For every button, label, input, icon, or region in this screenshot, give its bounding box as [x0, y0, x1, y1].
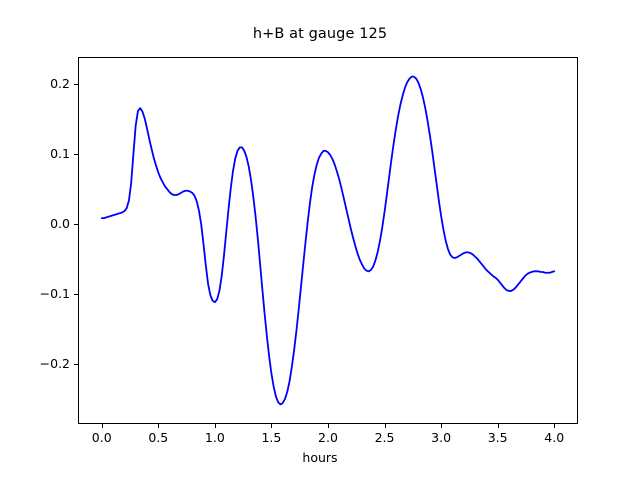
y-tick-mark: [74, 293, 78, 295]
x-tick-mark: [554, 424, 556, 428]
chart-title: h+B at gauge 125: [252, 26, 388, 42]
x-tick-label: 3.0: [431, 430, 452, 445]
x-tick-mark: [271, 424, 273, 428]
x-tick-label: 0.5: [148, 430, 169, 445]
x-tick-mark: [214, 424, 216, 428]
x-tick-label: 2.0: [318, 430, 338, 445]
x-tick-label: 0.0: [91, 430, 112, 445]
y-tick-mark: [74, 363, 78, 365]
y-tick-label: −0.1: [39, 285, 70, 301]
x-tick-mark: [158, 424, 160, 428]
x-tick-mark: [497, 424, 499, 428]
y-tick-mark: [74, 153, 78, 155]
x-tick-mark: [384, 424, 386, 428]
x-tick-label: 1.5: [261, 430, 282, 445]
x-tick-mark: [441, 424, 443, 428]
x-tick-label: 2.5: [374, 430, 395, 445]
y-tick-mark: [74, 83, 78, 85]
x-axis-label: hours: [302, 450, 338, 465]
y-tick-label: 0.1: [50, 145, 70, 161]
x-tick-mark: [101, 424, 103, 428]
y-tick-label: 0.2: [50, 75, 70, 91]
x-tick-label: 1.0: [204, 430, 225, 445]
axes-frame: [78, 57, 578, 424]
y-tick-mark: [74, 223, 78, 225]
x-tick-mark: [328, 424, 329, 428]
y-tick-label: −0.2: [39, 355, 70, 371]
x-tick-label: 4.0: [544, 430, 565, 445]
y-tick-label: 0.0: [50, 215, 70, 231]
x-tick-label: 3.5: [487, 430, 508, 445]
